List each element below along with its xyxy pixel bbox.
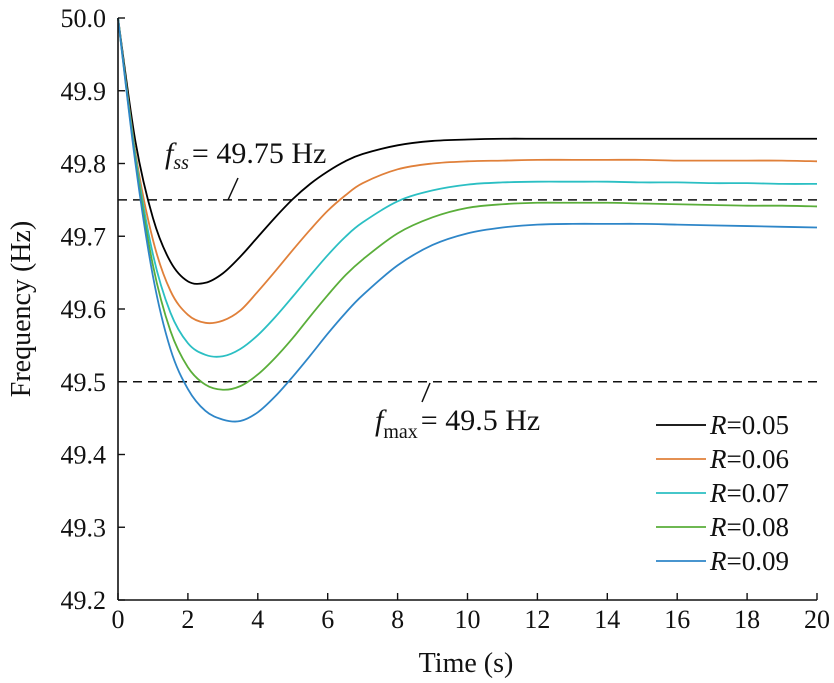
x-tick-label: 16 [664,605,690,634]
svg-text:fss= 49.75 Hz: fss = 49.75 Hz [165,137,326,174]
series-line-1 [117,17,818,325]
y-tick-label: 49.4 [61,441,107,470]
series-line-0 [117,17,817,285]
ticks: 0 2 4 6 8 10 12 14 16 18 20 49.2 49.3 49.4 49.5 49.6 49.… [61,4,831,634]
legend-label-3: R=0.08 [709,512,789,542]
legend-label-0: R=0.05 [709,410,789,440]
series-lines [117,17,818,423]
y-tick-label: 49.5 [61,368,107,397]
legend: R=0.05 R=0.06 R=0.07 R=0.08 R=0.09 [656,410,789,576]
x-tick-label: 8 [391,605,404,634]
series-line-3 [117,17,818,391]
y-tick-label: 49.9 [61,77,107,106]
x-tick-label: 4 [251,605,264,634]
y-tick-label: 49.6 [61,295,107,324]
y-tick-label: 49.2 [61,586,107,615]
annot-fss-value: = 49.75 Hz [192,137,326,170]
x-tick-label: 18 [734,605,760,634]
annot-fmax-sub: max [383,421,417,443]
x-axis-title: Time (s) [419,648,514,679]
x-tick-label: 10 [455,605,481,634]
annot-fss-sub: ss [173,152,189,174]
svg-text:fmax= 49.5 Hz: fmax = 49.5 Hz [375,404,540,443]
y-tick-label: 49.8 [61,150,107,179]
y-axis-title: Frequency (Hz) [6,221,37,397]
x-tick-label: 2 [181,605,194,634]
y-tick-label: 49.3 [61,513,107,542]
annotation-fss: fss = 49.75 Hz [165,137,326,201]
y-tick-label: 50.0 [61,4,107,33]
x-tick-label: 6 [321,605,334,634]
y-tick-label: 49.7 [61,222,107,251]
x-tick-label: 20 [804,605,830,634]
annotation-fmax: fmax = 49.5 Hz [375,382,540,443]
x-tick-label: 14 [594,605,620,634]
annot-fmax-value: = 49.5 Hz [421,404,540,437]
series-line-4 [117,17,818,423]
x-tick-label: 12 [524,605,550,634]
legend-label-1: R=0.06 [709,444,789,474]
reference-lines [118,199,817,383]
series-line-2 [117,17,818,358]
x-tick-label: 0 [112,605,125,634]
legend-label-4: R=0.09 [709,546,789,576]
legend-label-2: R=0.07 [709,478,789,508]
